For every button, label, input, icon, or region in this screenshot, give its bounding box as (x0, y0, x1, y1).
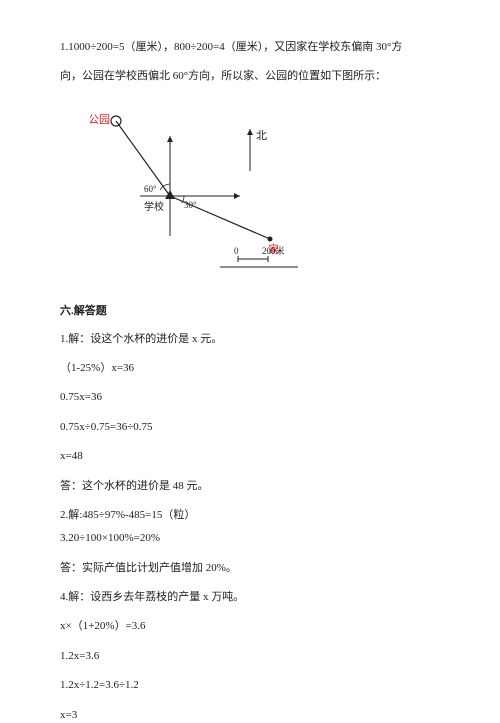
svg-text:200米: 200米 (262, 245, 285, 256)
q4-line3: 1.2x=3.6 (60, 649, 440, 664)
direction-diagram: 公园家学校北60°30°0200米 (90, 101, 440, 286)
q1-line6: 答：这个水杯的进价是 48 元。 (60, 479, 440, 494)
problem1-line1: 1.1000÷200=5（厘米），800÷200=4（厘米），又因家在学校东偏南… (60, 40, 440, 55)
q4-line4: 1.2x÷1.2=3.6÷1.2 (60, 678, 440, 693)
q3-line2: 答：实际产值比计划产值增加 20%。 (60, 561, 440, 576)
q2-line1: 2.解:485÷97%-485=15（粒） (60, 508, 440, 523)
svg-text:30°: 30° (184, 200, 197, 210)
section-6-title: 六.解答题 (60, 304, 440, 319)
svg-text:60°: 60° (144, 184, 157, 194)
q4-line1: 4.解：设西乡去年荔枝的产量 x 万吨。 (60, 590, 440, 605)
svg-text:0: 0 (234, 246, 239, 256)
q4-line2: x×（1+20%）=3.6 (60, 619, 440, 634)
svg-text:北: 北 (256, 129, 267, 142)
q1-line5: x=48 (60, 449, 440, 464)
q1-line1: 1.解：设这个水杯的进价是 x 元。 (60, 332, 440, 347)
diagram-svg: 公园家学校北60°30°0200米 (90, 101, 310, 281)
q3-line1: 3.20÷100×100%=20% (60, 531, 440, 546)
q4-line5: x=3 (60, 708, 440, 723)
q1-line4: 0.75x÷0.75=36÷0.75 (60, 420, 440, 435)
svg-text:公园: 公园 (90, 113, 110, 126)
problem1-line2: 向，公园在学校西偏北 60°方向，所以家、公园的位置如下图所示： (60, 69, 440, 84)
q1-line3: 0.75x=36 (60, 390, 440, 405)
q1-line2: （1-25%）x=36 (60, 361, 440, 376)
svg-text:学校: 学校 (144, 200, 164, 213)
